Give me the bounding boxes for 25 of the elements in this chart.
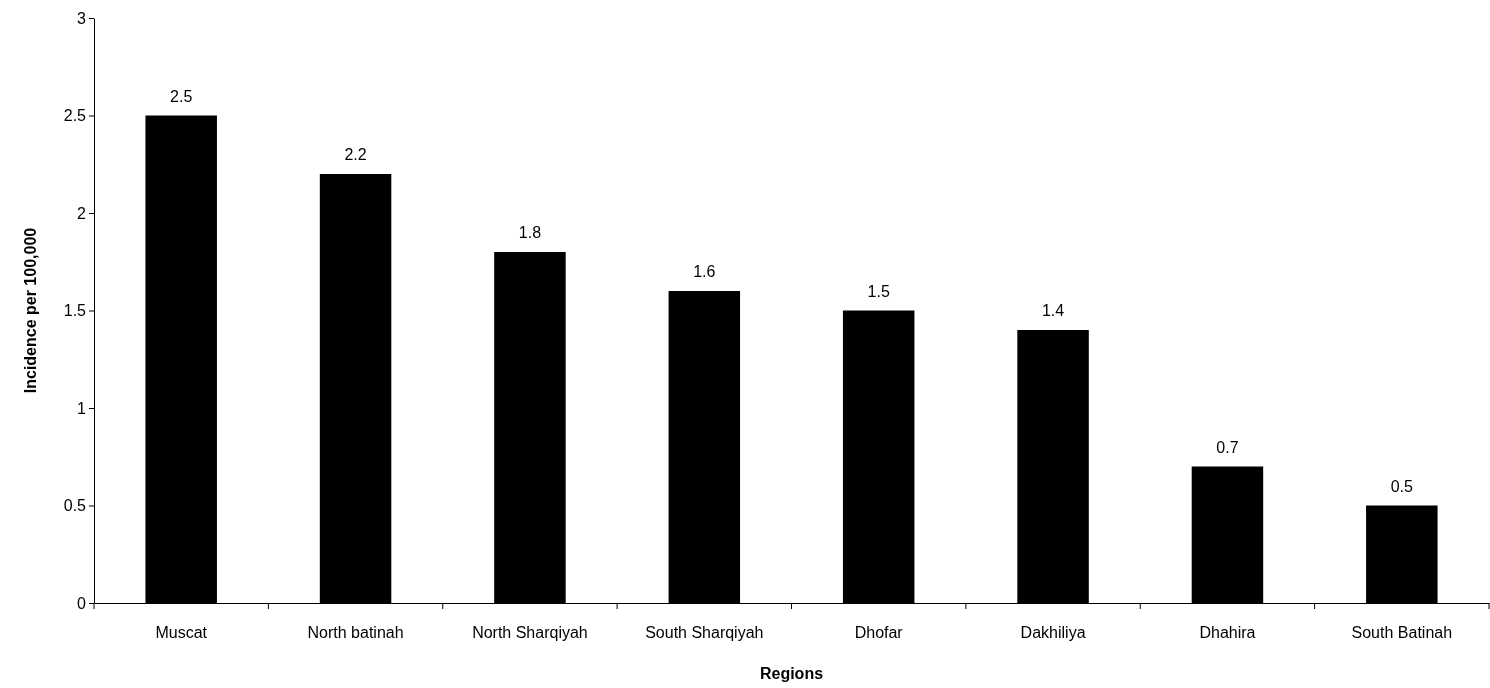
x-axis-title: Regions — [759, 665, 824, 682]
x-tick-label: Dhahira — [1199, 624, 1256, 642]
y-axis-title: Incidence per 100,000 — [22, 227, 39, 394]
x-tick-label: North batinah — [307, 624, 404, 642]
data-label: 0.5 — [1390, 477, 1414, 495]
x-tick-label: Muscat — [155, 624, 208, 642]
data-label: 1.8 — [518, 224, 542, 241]
y-tick-label: 3 — [77, 9, 87, 27]
y-tick-label: 2 — [77, 204, 87, 222]
data-label: 2.2 — [344, 146, 367, 163]
x-tick-label: Dakhiliya — [1020, 624, 1086, 642]
y-tick-label: 1 — [77, 399, 87, 417]
y-tick-label: 2.5 — [63, 107, 87, 125]
data-label: 0.7 — [1216, 438, 1239, 456]
x-tick-label: Dhofar — [854, 624, 904, 642]
y-tick-label: 1.5 — [63, 302, 87, 320]
data-label: 2.5 — [170, 87, 193, 105]
data-label: 1.5 — [867, 282, 890, 300]
x-tick-label: North Sharqiyah — [472, 624, 588, 642]
y-tick-label: 0.5 — [63, 497, 87, 515]
x-tick-label: South Batinah — [1351, 624, 1453, 642]
y-tick-label: 0 — [77, 594, 87, 612]
x-tick-label: South Sharqiyah — [645, 624, 764, 642]
data-label: 1.4 — [1041, 302, 1065, 319]
data-label: 1.6 — [693, 263, 716, 280]
